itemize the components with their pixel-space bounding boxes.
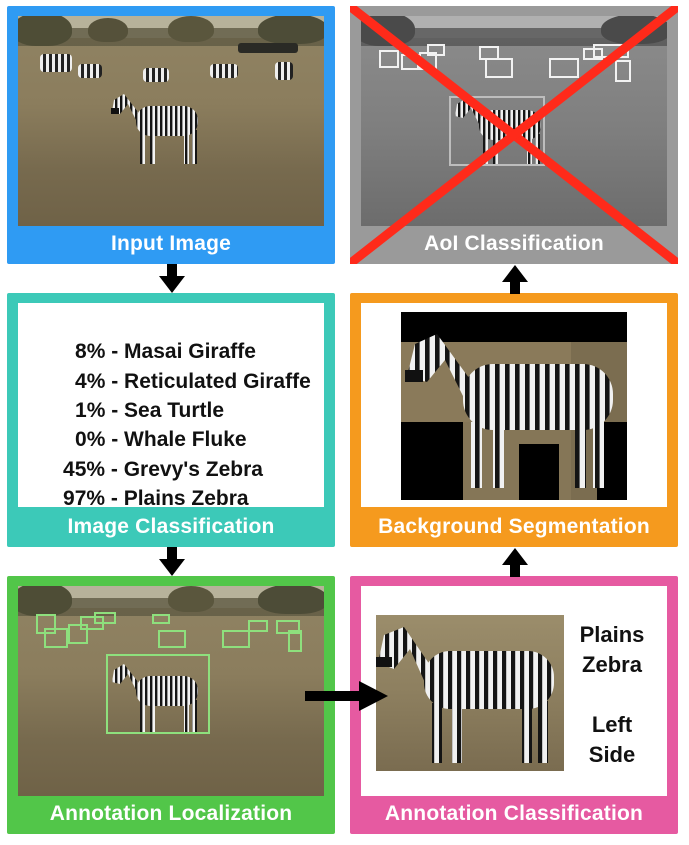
background-segmentation-caption: Background Segmentation (378, 515, 650, 538)
localization-photo (18, 586, 324, 796)
annotation-localization-caption: Annotation Localization (49, 802, 293, 825)
result-grevys-zebra: 45% - Grevy's Zebra (63, 458, 263, 481)
annotation-crop-photo (376, 615, 564, 771)
viewpoint-label: Left Side (588, 712, 636, 767)
detection-box (248, 620, 268, 632)
result-masai-giraffe: 8% - Masai Giraffe (75, 340, 256, 363)
input-image-photo (18, 16, 324, 226)
detection-box-primary (106, 654, 210, 734)
input-image-panel: Input Image (7, 6, 335, 264)
detection-box (152, 614, 170, 624)
image-classification-panel: 8% - Masai Giraffe 4% - Reticulated Gira… (7, 293, 335, 547)
detection-box (222, 630, 250, 648)
rejection-cross-icon (350, 6, 678, 264)
image-classification-caption: Image Classification (67, 515, 275, 538)
arrow-down-icon (159, 264, 185, 293)
result-plains-zebra: 97% - Plains Zebra (63, 487, 249, 507)
annotation-classification-caption: Annotation Classification (384, 802, 644, 825)
aoi-classification-caption: AoI Classification (424, 232, 604, 255)
input-image-caption: Input Image (110, 232, 232, 255)
arrow-up-icon (502, 265, 528, 294)
arrow-up-icon (502, 548, 528, 577)
detection-box (288, 630, 302, 652)
detection-box (44, 628, 68, 648)
species-label: Plains Zebra (579, 622, 645, 677)
annotation-classification-panel: Plains Zebra Left Side Annotation Classi… (350, 576, 678, 834)
segmented-zebra (405, 326, 625, 496)
result-reticulated-giraffe: 4% - Reticulated Giraffe (75, 370, 311, 393)
detection-box (94, 612, 116, 624)
background-segmentation-panel: Background Segmentation (350, 293, 678, 547)
detection-box (68, 624, 88, 644)
arrow-right-icon (305, 681, 388, 711)
result-sea-turtle: 1% - Sea Turtle (75, 399, 225, 422)
segmentation-photo (401, 312, 627, 500)
detection-box (158, 630, 186, 648)
result-whale-fluke: 0% - Whale Fluke (75, 428, 247, 451)
arrow-down-icon (159, 547, 185, 576)
annotation-localization-panel: Annotation Localization (7, 576, 335, 834)
aoi-classification-panel: AoI Classification (350, 6, 678, 264)
detection-box (36, 614, 56, 634)
classification-results: 8% - Masai Giraffe 4% - Reticulated Gira… (18, 303, 324, 507)
zebra-subject (110, 90, 210, 170)
